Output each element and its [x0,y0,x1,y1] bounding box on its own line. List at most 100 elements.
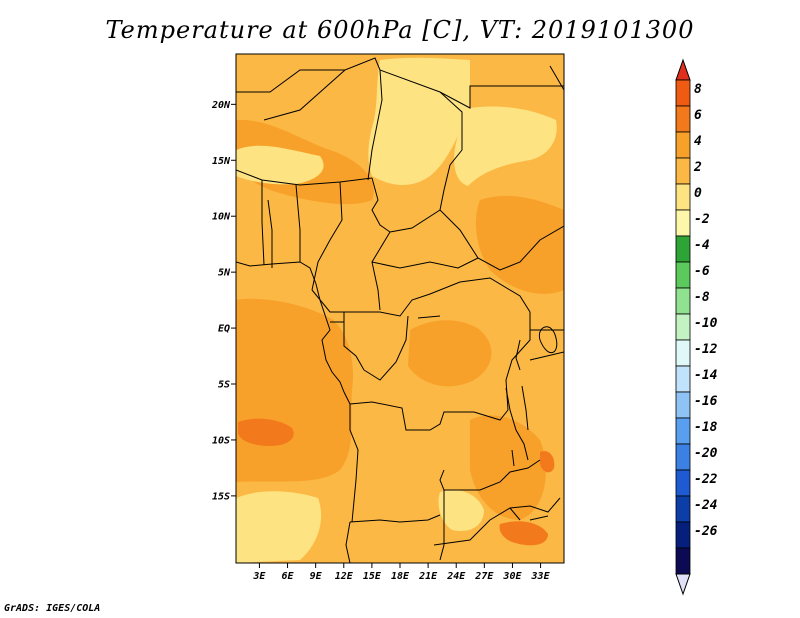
field-band-minus2-0-west [236,145,324,185]
boundary-line [371,231,391,311]
lon-tick-label: 6E [282,571,295,582]
latitude-axis: 20N 15N 10N 5N EQ 5S 10S 15S [211,100,236,502]
field-band-minus2-0-ne [454,106,557,186]
colorbar-segment [675,79,691,107]
boundary-line [371,177,391,233]
colorbar-label: 2 [693,160,702,175]
colorbar-label: -24 [694,498,718,513]
field-band-4-6-atlantic [238,418,294,446]
boundary-line [261,180,265,266]
colorbar-segment [675,235,691,263]
boundary-line [236,57,564,109]
field-band-4-6-east [540,450,555,473]
field-band-minus2-0-sahara [368,57,470,186]
boundary-line [363,315,409,381]
colorbar-label: -10 [694,316,718,331]
colorbar-segment [675,339,691,367]
colorbar-label: 8 [694,82,702,97]
boundary-line [263,69,346,121]
colorbar-segment [675,287,691,315]
longitude-axis: 3E 6E 9E 12E 15E 18E 21E 24E 27E 30E 33E [252,563,551,582]
colorbar-segment [675,547,691,575]
colorbar-segment [675,313,691,341]
colorbar-label: -18 [694,420,718,435]
colorbar-segment [675,261,691,289]
colorbar-segment [675,469,691,497]
colorbar-label: 4 [694,134,702,149]
colorbar-segment [675,443,691,471]
lat-tick-label: 5S [218,380,230,391]
boundary-line [367,69,383,181]
colorbar-label: -16 [694,394,718,409]
lake-shore [515,339,521,371]
coastline [549,65,564,91]
colorbar-segment [675,365,691,393]
lake-shore [538,326,558,353]
lon-tick-label: 3E [252,571,266,582]
boundary-line [473,409,509,421]
lon-tick-label: 15E [363,571,382,582]
lon-tick-label: 33E [531,571,551,582]
lon-tick-label: 18E [391,571,410,582]
lat-tick-label: 5N [218,268,231,279]
temperature-field [236,54,564,563]
colorbar-segment [675,391,691,419]
field-band-2-4-congo [408,320,492,387]
lake-shore [505,387,529,461]
field-band-2-4-east [470,415,546,520]
boundary-line [311,289,345,322]
boundary-line [509,507,521,521]
river-line [417,315,441,319]
boundary-line [295,184,301,262]
colorbar-segment [675,105,691,133]
colorbar-label: 0 [694,186,702,201]
colorbar-label: -6 [694,264,710,279]
colorbar-label: -14 [694,368,718,383]
colorbar-segment [675,209,691,237]
colorbar-label: -20 [694,446,718,461]
colorbar-segment [675,131,691,159]
colorbar-segment [675,183,691,211]
country-boundaries [236,57,564,563]
colorbar-label: -8 [694,290,710,305]
boundary-line [439,209,564,271]
boundary-line [349,514,441,523]
boundary-line [267,199,273,268]
lon-tick-label: 21E [418,571,438,582]
lat-tick-label: 15N [212,156,231,167]
boundary-line [344,277,531,317]
colorbar: 8 6 4 2 0 -2 -4 -6 -8 -10 -12 -14 -16 -18 -20 -22 -24 -26 [675,58,718,596]
lon-tick-label: 24E [446,571,466,582]
boundary-line [349,401,474,431]
field-band-4-6-southeast [499,521,548,546]
coastline [236,261,359,523]
lat-tick-label: EQ [218,324,230,335]
colorbar-top-arrow [675,58,691,81]
lon-tick-label: 9E [310,571,323,582]
boundary-line [311,181,343,291]
colorbar-segment [675,521,691,549]
colorbar-label: 6 [694,108,702,123]
lake-shore [521,385,529,431]
lat-tick-label: 10S [212,435,230,446]
boundary-line [345,521,351,563]
boundary-line [529,351,564,361]
field-band-minus2-0-zambezi [438,490,484,532]
lat-tick-label: 20N [211,100,231,111]
lat-tick-label: 15S [212,491,230,502]
lon-tick-label: 30E [502,571,522,582]
lon-tick-label: 12E [335,571,354,582]
chart-title: Temperature at 600hPa [C], VT: 201910130… [105,16,695,44]
lake-shore [511,449,515,467]
field-band-minus2-0-south [236,491,322,563]
boundary-line [371,257,479,269]
credit-text: GrADS: IGES/COLA [4,603,101,614]
colorbar-bottom-arrow [675,573,691,596]
colorbar-label: -26 [694,524,718,539]
field-band-2-4-atlantic [236,298,354,482]
lon-tick-label: 27E [474,571,494,582]
colorbar-segment [675,495,691,523]
boundary-line [236,169,373,186]
colorbar-segment [675,417,691,445]
